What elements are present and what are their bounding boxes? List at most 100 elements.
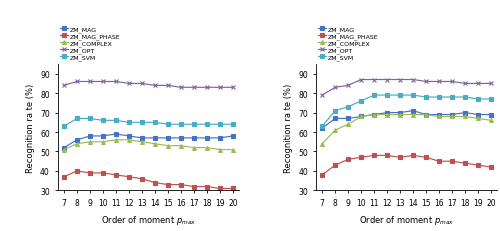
ZM_COMPLEX: [74, 143, 80, 146]
ZM_SVM: [410, 94, 416, 97]
ZM_OPT: [204, 87, 210, 89]
ZM_COMPLEX: [384, 114, 390, 116]
ZM_OPT: [113, 81, 119, 83]
ZM_MAG_PHASE: [410, 154, 416, 157]
ZM_MAG: [371, 114, 377, 116]
ZM_MAG: [436, 114, 442, 116]
ZM_OPT: [423, 81, 429, 83]
ZM_COMPLEX: [191, 147, 197, 149]
ZM_MAG: [126, 135, 132, 138]
ZM_COMPLEX: [230, 149, 236, 151]
ZM_MAG_PHASE: [371, 154, 377, 157]
ZM_MAG_PHASE: [152, 181, 158, 184]
ZM_MAG_PHASE: [204, 185, 210, 188]
ZM_MAG_PHASE: [178, 183, 184, 186]
ZM_OPT: [139, 83, 145, 85]
ZM_MAG: [358, 116, 364, 118]
ZM_MAG_PHASE: [488, 166, 494, 169]
ZM_MAG: [152, 137, 158, 140]
ZM_MAG: [139, 137, 145, 140]
ZM_SVM: [423, 96, 429, 99]
ZM_SVM: [475, 98, 481, 101]
ZM_SVM: [488, 98, 494, 101]
ZM_SVM: [436, 96, 442, 99]
ZM_MAG: [475, 114, 481, 116]
ZM_OPT: [319, 94, 325, 97]
ZM_MAG_PHASE: [358, 156, 364, 159]
ZM_MAG_PHASE: [126, 176, 132, 178]
ZM_MAG_PHASE: [87, 172, 93, 175]
ZM_MAG_PHASE: [319, 174, 325, 176]
ZM_MAG_PHASE: [100, 172, 106, 175]
ZM_MAG: [332, 118, 338, 120]
Line: ZM_MAG_PHASE: ZM_MAG_PHASE: [320, 154, 493, 177]
Line: ZM_MAG: ZM_MAG: [62, 132, 235, 150]
ZM_MAG: [178, 137, 184, 140]
ZM_SVM: [191, 123, 197, 126]
ZM_COMPLEX: [462, 116, 468, 118]
ZM_MAG: [449, 114, 455, 116]
Line: ZM_MAG_PHASE: ZM_MAG_PHASE: [62, 169, 235, 191]
ZM_SVM: [319, 125, 325, 128]
ZM_SVM: [87, 118, 93, 120]
ZM_MAG: [217, 137, 223, 140]
ZM_OPT: [74, 81, 80, 83]
ZM_COMPLEX: [126, 139, 132, 142]
Legend: ZM_MAG, ZM_MAG_PHASE, ZM_COMPLEX, ZM_OPT, ZM_SVM: ZM_MAG, ZM_MAG_PHASE, ZM_COMPLEX, ZM_OPT…: [58, 24, 122, 64]
ZM_SVM: [332, 110, 338, 112]
ZM_MAG: [204, 137, 210, 140]
ZM_MAG: [423, 114, 429, 116]
ZM_MAG_PHASE: [139, 178, 145, 180]
ZM_COMPLEX: [423, 114, 429, 116]
Line: ZM_COMPLEX: ZM_COMPLEX: [320, 113, 493, 146]
ZM_OPT: [100, 81, 106, 83]
ZM_COMPLEX: [113, 139, 119, 142]
Y-axis label: Recognition ra te (%): Recognition ra te (%): [284, 83, 292, 172]
ZM_MAG: [100, 135, 106, 138]
ZM_SVM: [217, 123, 223, 126]
ZM_MAG: [230, 135, 236, 138]
ZM_MAG_PHASE: [332, 164, 338, 167]
ZM_COMPLEX: [165, 145, 171, 147]
ZM_OPT: [191, 87, 197, 89]
ZM_MAG: [462, 112, 468, 115]
ZM_COMPLEX: [61, 149, 67, 151]
ZM_SVM: [449, 96, 455, 99]
ZM_MAG_PHASE: [462, 162, 468, 165]
ZM_MAG: [165, 137, 171, 140]
ZM_MAG: [191, 137, 197, 140]
ZM_OPT: [397, 79, 403, 82]
ZM_SVM: [61, 125, 67, 128]
ZM_COMPLEX: [345, 123, 351, 126]
ZM_SVM: [358, 100, 364, 103]
Line: ZM_MAG: ZM_MAG: [320, 109, 493, 131]
ZM_COMPLEX: [332, 129, 338, 132]
ZM_MAG_PHASE: [397, 156, 403, 159]
ZM_OPT: [230, 87, 236, 89]
ZM_OPT: [332, 87, 338, 89]
ZM_COMPLEX: [152, 143, 158, 146]
ZM_MAG: [319, 127, 325, 130]
ZM_MAG_PHASE: [165, 183, 171, 186]
ZM_OPT: [152, 85, 158, 87]
Legend: ZM_MAG, ZM_MAG_PHASE, ZM_COMPLEX, ZM_OPT, ZM_SVM: ZM_MAG, ZM_MAG_PHASE, ZM_COMPLEX, ZM_OPT…: [316, 24, 380, 64]
ZM_MAG: [488, 114, 494, 116]
X-axis label: Order of moment $p_{max}$: Order of moment $p_{max}$: [359, 213, 454, 226]
ZM_OPT: [358, 79, 364, 82]
ZM_COMPLEX: [436, 116, 442, 118]
ZM_COMPLEX: [449, 116, 455, 118]
ZM_COMPLEX: [371, 114, 377, 116]
Line: ZM_COMPLEX: ZM_COMPLEX: [62, 138, 235, 152]
ZM_SVM: [345, 106, 351, 109]
ZM_SVM: [100, 119, 106, 122]
ZM_MAG_PHASE: [113, 174, 119, 176]
ZM_SVM: [397, 94, 403, 97]
Line: ZM_OPT: ZM_OPT: [62, 80, 235, 90]
ZM_SVM: [230, 123, 236, 126]
ZM_MAG_PHASE: [74, 170, 80, 173]
ZM_MAG_PHASE: [345, 158, 351, 161]
ZM_MAG: [345, 118, 351, 120]
ZM_OPT: [165, 85, 171, 87]
ZM_COMPLEX: [139, 141, 145, 143]
ZM_MAG_PHASE: [191, 185, 197, 188]
